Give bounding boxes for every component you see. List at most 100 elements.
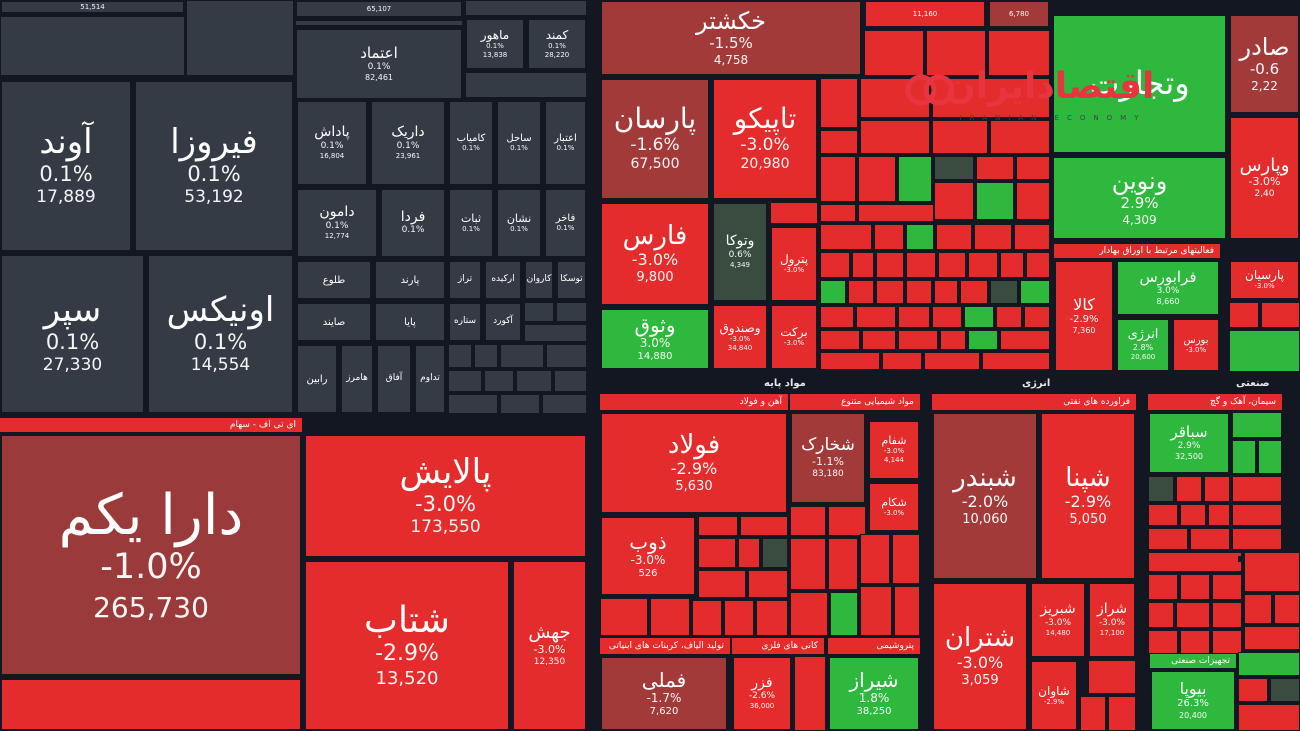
stock-tile[interactable]: وتجارت bbox=[1052, 14, 1227, 154]
stock-tile[interactable]: 6,780 bbox=[988, 0, 1050, 28]
treemap-cell-small[interactable] bbox=[1212, 574, 1242, 600]
treemap-cell-small[interactable] bbox=[500, 344, 544, 368]
stock-tile[interactable]: داریک 0.1% 23,961 bbox=[370, 100, 446, 186]
treemap-cell-small[interactable] bbox=[828, 538, 858, 590]
treemap-cell-small[interactable] bbox=[698, 570, 746, 598]
stock-tile[interactable]: شفام -3.0% 4,144 bbox=[868, 420, 920, 480]
stock-tile[interactable]: فاخر 0.1% bbox=[544, 188, 587, 258]
treemap-cell-small[interactable] bbox=[876, 280, 904, 304]
stock-tile[interactable]: انرژی 2.8% 20,600 bbox=[1116, 318, 1170, 372]
stock-tile[interactable]: تداوم bbox=[414, 344, 446, 414]
stock-tile[interactable]: شیراز 1.8% 38,250 bbox=[828, 656, 920, 731]
treemap-cell-small[interactable] bbox=[1016, 156, 1050, 180]
treemap-cell-small[interactable] bbox=[864, 30, 924, 76]
treemap-cell-small[interactable] bbox=[848, 280, 874, 304]
treemap-cell-small[interactable] bbox=[820, 306, 854, 328]
treemap-cell-small[interactable] bbox=[465, 72, 587, 98]
treemap-cell-small[interactable] bbox=[186, 0, 294, 76]
treemap-cell-small[interactable] bbox=[860, 120, 930, 154]
treemap-cell-small[interactable] bbox=[960, 280, 988, 304]
stock-tile[interactable]: سباقر 2.9% 32,500 bbox=[1148, 412, 1230, 474]
treemap-cell-small[interactable] bbox=[740, 516, 788, 536]
treemap-cell-small[interactable] bbox=[524, 302, 554, 322]
treemap-cell-small[interactable] bbox=[988, 30, 1050, 76]
stock-tile[interactable]: شپنا -2.9% 5,050 bbox=[1040, 412, 1136, 580]
stock-tile[interactable]: پارسان -1.6% 67,500 bbox=[600, 78, 710, 200]
treemap-cell-small[interactable] bbox=[1238, 704, 1300, 731]
treemap-cell-small[interactable] bbox=[542, 394, 587, 414]
stock-tile[interactable]: بیوپا 26.3% 20,400 bbox=[1150, 670, 1236, 731]
stock-tile[interactable]: کامیاب 0.1% bbox=[448, 100, 494, 186]
treemap-cell-small[interactable] bbox=[968, 330, 998, 350]
treemap-cell-small[interactable] bbox=[1026, 252, 1050, 278]
treemap-cell-small[interactable] bbox=[756, 600, 788, 636]
stock-tile[interactable]: کمند 0.1% 28,220 bbox=[527, 18, 587, 70]
treemap-cell-small[interactable] bbox=[860, 534, 890, 584]
stock-tile[interactable]: اعتبار 0.1% bbox=[544, 100, 587, 186]
stock-tile[interactable]: شراز -3.0% 17,100 bbox=[1088, 582, 1136, 658]
stock-tile[interactable]: 11,160 bbox=[864, 0, 986, 28]
treemap-cell-small[interactable] bbox=[820, 204, 856, 222]
treemap-cell-small[interactable] bbox=[898, 156, 932, 202]
stock-tile[interactable]: فملی -1.7% 7,620 bbox=[600, 656, 728, 731]
treemap-cell-small[interactable] bbox=[1258, 440, 1282, 474]
treemap-cell-small[interactable] bbox=[448, 344, 472, 368]
stock-tile[interactable]: نشان 0.1% bbox=[496, 188, 542, 258]
stock-tile[interactable]: ارکیده bbox=[484, 260, 522, 300]
treemap-cell-small[interactable] bbox=[1261, 302, 1300, 328]
treemap-cell-small[interactable] bbox=[1080, 696, 1106, 731]
treemap-cell-small[interactable] bbox=[1148, 574, 1178, 600]
treemap-cell-small[interactable] bbox=[1176, 476, 1202, 502]
treemap-cell-small[interactable] bbox=[876, 252, 904, 278]
stock-tile[interactable]: فرابورس 3.0% 8,660 bbox=[1116, 260, 1220, 316]
treemap-cell-small[interactable] bbox=[1148, 630, 1178, 654]
stock-tile[interactable]: آفاق bbox=[376, 344, 412, 414]
treemap-cell-small[interactable] bbox=[554, 370, 587, 392]
stock-tile[interactable]: فردا 0.1% bbox=[380, 188, 446, 258]
treemap-cell-small[interactable] bbox=[924, 352, 980, 370]
treemap-cell-small[interactable] bbox=[1229, 302, 1259, 328]
stock-tile[interactable]: شبریز -3.0% 14,480 bbox=[1030, 582, 1086, 658]
treemap-cell-small[interactable] bbox=[940, 330, 966, 350]
treemap-cell-small[interactable] bbox=[448, 370, 482, 392]
stock-tile[interactable]: 65,107 bbox=[295, 0, 463, 18]
treemap-cell-small[interactable] bbox=[790, 506, 826, 536]
treemap-cell-small[interactable] bbox=[698, 516, 738, 536]
treemap-cell-small[interactable] bbox=[1212, 630, 1242, 654]
stock-tile[interactable]: صادر -0.6 2,22 bbox=[1229, 14, 1300, 114]
stock-tile[interactable]: شکام -3.0% bbox=[868, 482, 920, 532]
treemap-cell-small[interactable] bbox=[820, 280, 846, 304]
treemap-cell-small[interactable] bbox=[982, 352, 1050, 370]
treemap-cell-small[interactable] bbox=[1000, 330, 1050, 350]
treemap-cell-small[interactable] bbox=[448, 394, 498, 414]
treemap-cell-small[interactable] bbox=[932, 306, 962, 328]
treemap-cell-small[interactable] bbox=[858, 156, 896, 202]
stock-tile[interactable]: شتران -3.0% 3,059 bbox=[932, 582, 1028, 731]
treemap-cell-small[interactable] bbox=[820, 352, 880, 370]
stock-tile[interactable]: پایا bbox=[374, 302, 446, 342]
treemap-cell-small[interactable] bbox=[770, 202, 818, 224]
treemap-cell-small[interactable] bbox=[1014, 224, 1050, 250]
treemap-cell-small[interactable] bbox=[484, 370, 514, 392]
treemap-cell-small[interactable] bbox=[1212, 602, 1242, 628]
treemap-cell-small[interactable] bbox=[906, 280, 932, 304]
treemap-cell-small[interactable] bbox=[1180, 574, 1210, 600]
stock-tile[interactable]: شخارک -1.1% 83,180 bbox=[790, 412, 866, 504]
treemap-cell-small[interactable] bbox=[546, 344, 587, 368]
treemap-cell-small[interactable] bbox=[898, 330, 938, 350]
treemap-cell-small[interactable] bbox=[828, 506, 866, 536]
treemap-cell-small[interactable] bbox=[1238, 678, 1268, 702]
stock-tile[interactable]: دامون 0.1% 12,774 bbox=[296, 188, 378, 258]
treemap-cell-small[interactable] bbox=[1244, 552, 1300, 592]
treemap-cell-small[interactable] bbox=[1148, 476, 1174, 502]
treemap-cell-small[interactable] bbox=[692, 600, 722, 636]
stock-tile[interactable]: شاوان -2.9% bbox=[1030, 660, 1078, 731]
treemap-cell-small[interactable] bbox=[650, 598, 690, 636]
treemap-cell-small[interactable] bbox=[926, 30, 986, 76]
stock-tile[interactable]: دارا یکم -1.0% 265,730 bbox=[0, 434, 302, 676]
treemap-cell-small[interactable] bbox=[990, 120, 1050, 154]
treemap-cell-small[interactable] bbox=[856, 306, 896, 328]
stock-tile[interactable]: تراز bbox=[448, 260, 482, 300]
treemap-cell-small[interactable] bbox=[1232, 440, 1256, 474]
treemap-cell-small[interactable] bbox=[762, 538, 788, 568]
